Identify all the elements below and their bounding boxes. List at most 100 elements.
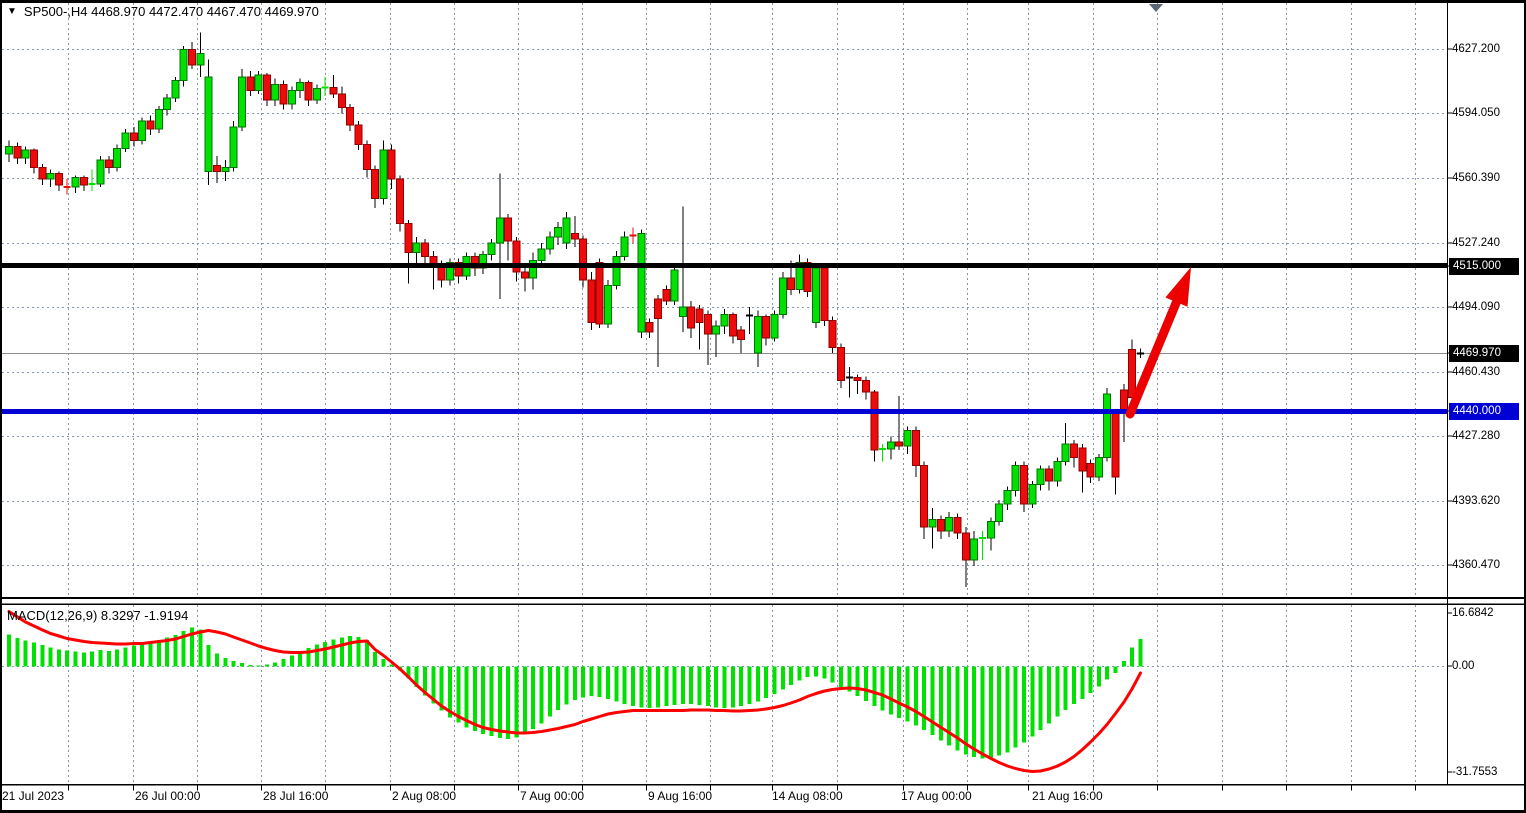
candle <box>246 71 255 96</box>
candle <box>587 272 596 330</box>
candle <box>338 86 346 114</box>
candle <box>846 367 853 398</box>
candle <box>987 517 995 551</box>
candle <box>38 164 47 185</box>
candle <box>629 227 637 243</box>
candle <box>371 165 379 208</box>
candle <box>454 258 463 284</box>
candle <box>163 94 171 116</box>
candle <box>937 515 945 539</box>
candle <box>687 301 695 338</box>
chart-shift-marker[interactable] <box>1149 4 1163 12</box>
candle <box>695 305 704 350</box>
candle <box>288 86 296 110</box>
candle <box>346 104 354 131</box>
candle <box>903 426 912 454</box>
candle <box>196 32 205 77</box>
candle <box>1086 459 1095 483</box>
candle <box>204 59 213 185</box>
candle <box>645 318 654 338</box>
candle <box>704 310 712 365</box>
candle <box>55 171 63 191</box>
candle <box>579 235 587 288</box>
candle <box>779 272 787 319</box>
candle <box>1028 481 1037 508</box>
macd-indicator-label: MACD(12,26,9) 8.3297 -1.9194 <box>7 608 189 623</box>
candle <box>387 144 396 189</box>
candle <box>604 280 612 328</box>
candle <box>263 73 271 106</box>
candle <box>1053 457 1062 487</box>
price-axis[interactable] <box>1448 3 1523 785</box>
candle <box>620 231 629 261</box>
candle <box>321 77 329 96</box>
candle <box>80 175 88 191</box>
candle <box>1095 454 1103 481</box>
candle <box>21 146 30 164</box>
candle <box>1103 388 1111 462</box>
candle <box>837 343 845 388</box>
candle <box>853 374 862 394</box>
main-chart-pane[interactable] <box>2 3 1447 598</box>
candle <box>229 121 238 172</box>
candle <box>862 376 870 400</box>
candle <box>571 216 579 247</box>
candle <box>928 508 937 549</box>
candle <box>496 173 504 299</box>
candle <box>254 71 263 94</box>
candle <box>304 80 313 106</box>
candle <box>221 160 230 181</box>
candle <box>329 75 338 98</box>
resistance-line-4515[interactable] <box>2 263 1447 268</box>
candle <box>396 175 404 232</box>
candle <box>512 237 521 282</box>
candle <box>612 251 621 290</box>
candle <box>562 212 571 249</box>
candle <box>113 144 121 172</box>
candle <box>870 390 879 462</box>
candle <box>88 169 96 191</box>
candle <box>146 115 155 135</box>
candle <box>554 222 562 245</box>
macd-indicator-pane[interactable] <box>2 605 1447 784</box>
candle <box>828 316 837 353</box>
candle <box>179 46 188 87</box>
candle <box>30 148 38 174</box>
candle <box>363 140 371 178</box>
candle <box>213 156 221 183</box>
candle <box>354 121 363 150</box>
candle <box>529 252 537 290</box>
candle <box>171 77 180 102</box>
macd-histogram <box>7 627 1143 759</box>
candle <box>637 229 646 338</box>
candle <box>920 461 928 539</box>
candle <box>670 266 679 305</box>
support-line-4440[interactable] <box>2 409 1447 414</box>
candle <box>746 307 753 334</box>
candle <box>404 220 413 284</box>
candle <box>504 214 512 261</box>
candle <box>970 531 978 566</box>
candle <box>887 436 895 460</box>
chart-title-bar: ▼ SP500-,H4 4468.970 4472.470 4467.470 4… <box>7 4 319 19</box>
candle <box>912 426 920 477</box>
candles-series <box>5 32 1144 587</box>
candle <box>1011 461 1020 497</box>
candle <box>1137 348 1144 358</box>
candle <box>754 310 762 367</box>
symbol-dropdown-icon[interactable]: ▼ <box>7 6 17 17</box>
trend-arrow[interactable] <box>1125 267 1191 419</box>
candle <box>979 531 986 560</box>
candle <box>155 106 163 133</box>
candle <box>5 140 13 162</box>
candle <box>895 396 903 450</box>
candle <box>279 80 288 110</box>
candle <box>1036 465 1045 491</box>
candle <box>487 239 496 261</box>
candle <box>379 140 388 205</box>
time-axis[interactable] <box>0 786 1526 810</box>
candle <box>1061 423 1070 466</box>
candle <box>521 266 529 292</box>
